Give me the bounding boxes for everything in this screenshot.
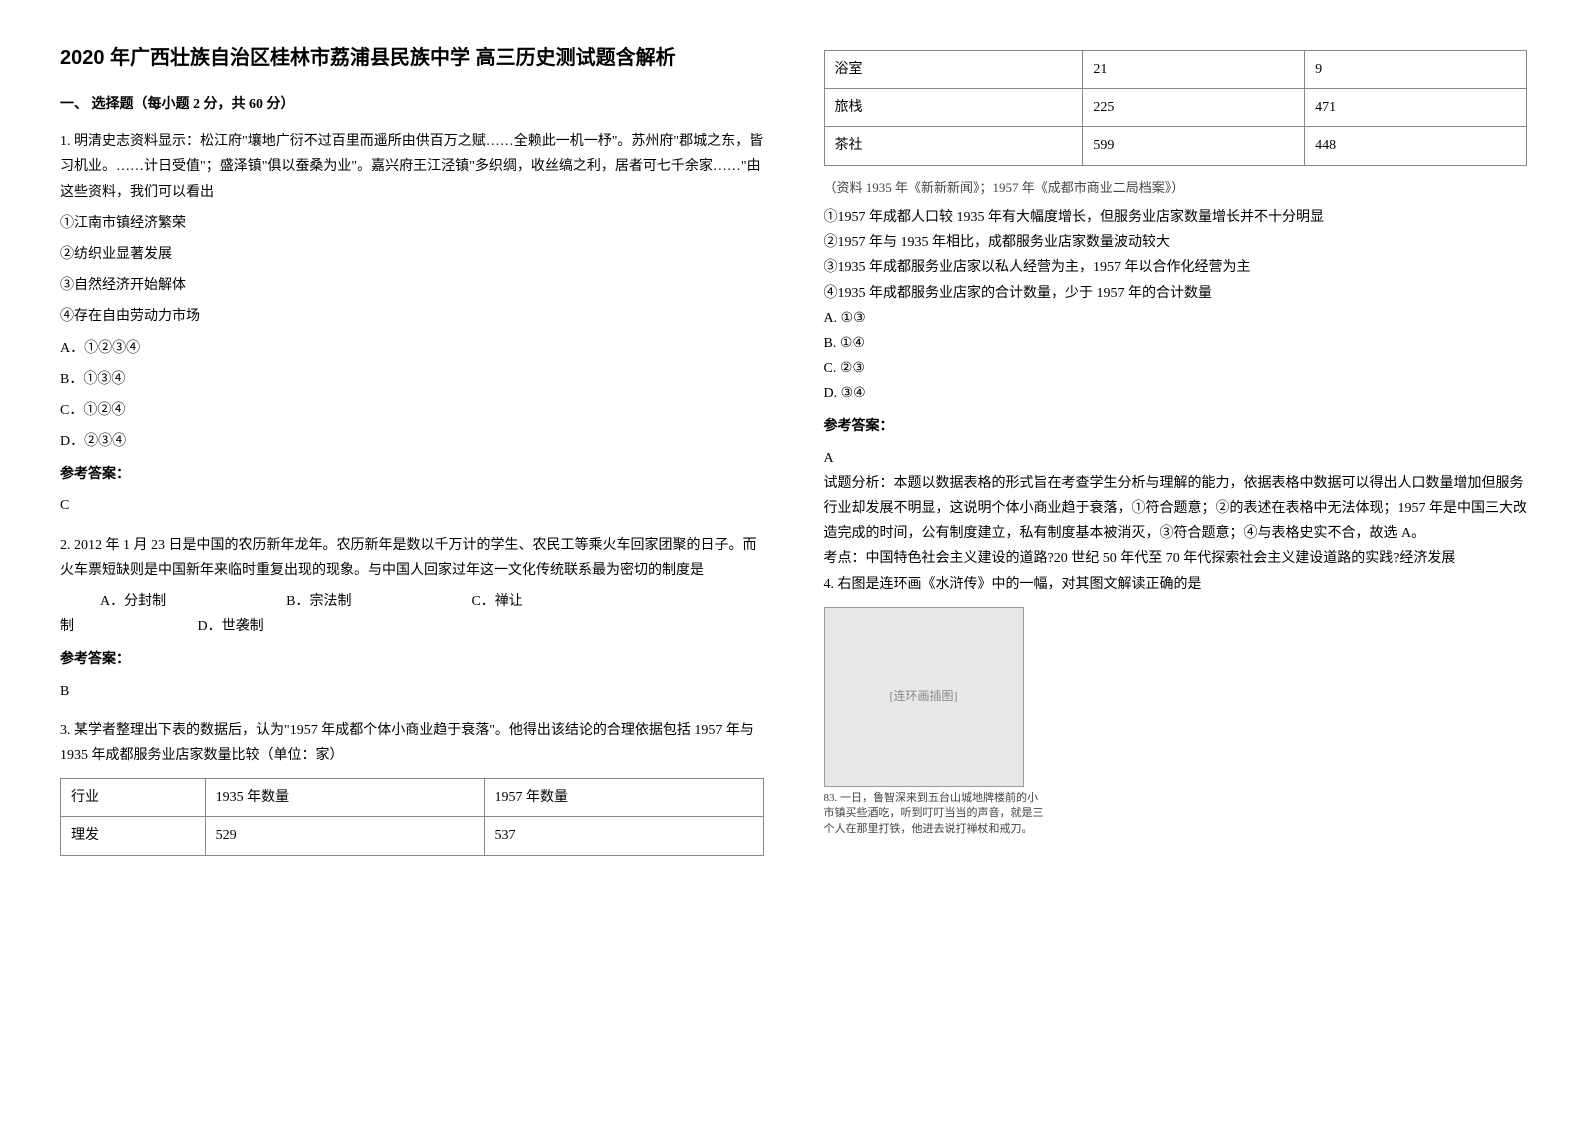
q3-answer: A: [824, 446, 1528, 471]
q1-item4: ④存在自由劳动力市场: [60, 304, 764, 329]
cell: 599: [1083, 127, 1305, 165]
cell: 448: [1305, 127, 1527, 165]
q3-table-note: （资料 1935 年《新新新闻》；1957 年《成都市商业二局档案》）: [824, 176, 1528, 199]
q4-caption: 83. 一日，鲁智深来到五台山城地牌楼前的小市镇买些酒吃，听到叮叮当当的声音，就…: [824, 791, 1044, 837]
q2-optC: C．禅让: [471, 589, 522, 614]
exam-title: 2020 年广西壮族自治区桂林市荔浦县民族中学 高三历史测试题含解析: [60, 40, 764, 76]
th-industry: 行业: [61, 779, 206, 817]
q2-answer-label: 参考答案：: [60, 647, 764, 672]
cell: 理发: [61, 817, 206, 855]
q2-optD: D．世袭制: [198, 619, 264, 634]
q1-optC: C．①②④: [60, 398, 764, 423]
question-3: 3. 某学者整理出下表的数据后，认为"1957 年成都个体小商业趋于衰落"。他得…: [60, 718, 764, 856]
q2-option-row: A．分封制 B．宗法制 C．禅让: [60, 589, 764, 614]
q3-item3: ③1935 年成都服务业店家以私人经营为主，1957 年以合作化经营为主: [824, 255, 1528, 280]
q1-item3: ③自然经济开始解体: [60, 273, 764, 298]
q1-optD: D．②③④: [60, 429, 764, 454]
right-column: 浴室 21 9 旅栈 225 471 茶社 599 448 （资料 1935 年…: [824, 40, 1528, 870]
th-1935: 1935 年数量: [205, 779, 484, 817]
cell: 537: [484, 817, 763, 855]
q3-answer-label: 参考答案：: [824, 414, 1528, 439]
q2-optA: A．分封制: [100, 589, 166, 614]
q1-stem: 1. 明清史志资料显示：松江府"壤地广衍不过百里而遥所由供百万之赋……全赖此一机…: [60, 129, 764, 205]
table-row: 茶社 599 448: [824, 127, 1527, 165]
q1-optA: A．①②③④: [60, 336, 764, 361]
q2-answer: B: [60, 679, 764, 704]
cell: 21: [1083, 51, 1305, 89]
q1-item2: ②纺织业显著发展: [60, 242, 764, 267]
q4-stem: 4. 右图是连环画《水浒传》中的一幅，对其图文解读正确的是: [824, 572, 1528, 597]
q1-answer: C: [60, 493, 764, 518]
q3-optD: D. ③④: [824, 381, 1528, 406]
q3-item1: ①1957 年成都人口较 1935 年有大幅度增长，但服务业店家数量增长并不十分…: [824, 205, 1528, 230]
q3-analysis: 试题分析：本题以数据表格的形式旨在考查学生分析与理解的能力，依据表格中数据可以得…: [824, 471, 1528, 547]
cell: 471: [1305, 89, 1527, 127]
q1-item1: ①江南市镇经济繁荣: [60, 211, 764, 236]
th-1957: 1957 年数量: [484, 779, 763, 817]
q4-image: [连环画插图]: [824, 607, 1024, 787]
q3-optC: C. ②③: [824, 356, 1528, 381]
cell: 茶社: [824, 127, 1083, 165]
q1-optB: B．①③④: [60, 367, 764, 392]
cell: 浴室: [824, 51, 1083, 89]
table-row: 浴室 21 9: [824, 51, 1527, 89]
q3-stem: 3. 某学者整理出下表的数据后，认为"1957 年成都个体小商业趋于衰落"。他得…: [60, 718, 764, 768]
q3-item4: ④1935 年成都服务业店家的合计数量，少于 1957 年的合计数量: [824, 281, 1528, 306]
cell: 529: [205, 817, 484, 855]
left-column: 2020 年广西壮族自治区桂林市荔浦县民族中学 高三历史测试题含解析 一、 选择…: [60, 40, 764, 870]
q3-optB: B. ①④: [824, 331, 1528, 356]
q3-kaidian: 考点：中国特色社会主义建设的道路?20 世纪 50 年代至 70 年代探索社会主…: [824, 546, 1528, 571]
q2-optC2: 制: [60, 619, 74, 634]
q2-optB: B．宗法制: [286, 589, 351, 614]
image-placeholder: [连环画插图]: [890, 686, 958, 708]
table-row: 理发 529 537: [61, 817, 764, 855]
table-header-row: 行业 1935 年数量 1957 年数量: [61, 779, 764, 817]
q3-item2: ②1957 年与 1935 年相比，成都服务业店家数量波动较大: [824, 230, 1528, 255]
section1-title: 一、 选择题（每小题 2 分，共 60 分）: [60, 92, 764, 117]
q2-stem: 2. 2012 年 1 月 23 日是中国的农历新年龙年。农历新年是数以千万计的…: [60, 533, 764, 583]
q2-option-row2: 制 D．世袭制: [60, 614, 764, 639]
q3-table-cont: 浴室 21 9 旅栈 225 471 茶社 599 448: [824, 50, 1528, 166]
table-row: 旅栈 225 471: [824, 89, 1527, 127]
cell: 225: [1083, 89, 1305, 127]
question-2: 2. 2012 年 1 月 23 日是中国的农历新年龙年。农历新年是数以千万计的…: [60, 533, 764, 704]
question-1: 1. 明清史志资料显示：松江府"壤地广衍不过百里而遥所由供百万之赋……全赖此一机…: [60, 129, 764, 518]
q3-optA: A. ①③: [824, 306, 1528, 331]
question-4: 4. 右图是连环画《水浒传》中的一幅，对其图文解读正确的是 [连环画插图] 83…: [824, 572, 1528, 837]
q3-table: 行业 1935 年数量 1957 年数量 理发 529 537: [60, 778, 764, 855]
page-container: 2020 年广西壮族自治区桂林市荔浦县民族中学 高三历史测试题含解析 一、 选择…: [60, 40, 1527, 870]
q1-answer-label: 参考答案：: [60, 462, 764, 487]
cell: 旅栈: [824, 89, 1083, 127]
cell: 9: [1305, 51, 1527, 89]
